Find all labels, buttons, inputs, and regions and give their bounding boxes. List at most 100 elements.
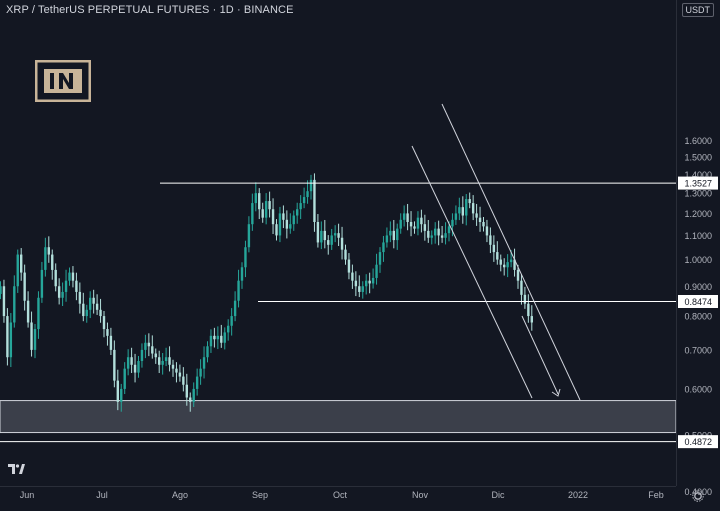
gear-icon[interactable] [692,490,704,502]
candle-body[interactable] [78,291,82,304]
candle-body[interactable] [330,235,333,245]
candle-body[interactable] [120,388,123,402]
candle-body[interactable] [57,286,61,298]
candle-body[interactable] [506,262,509,268]
candle-body[interactable] [351,272,354,281]
candle-body[interactable] [337,233,340,238]
candle-body[interactable] [368,280,371,284]
candle-body[interactable] [516,269,520,281]
price-tag[interactable] [678,295,718,308]
candle-body[interactable] [9,322,13,358]
candle-body[interactable] [333,233,337,236]
candle-body[interactable] [137,360,140,373]
candle-body[interactable] [489,235,492,245]
candle-body[interactable] [220,335,223,343]
candle-body[interactable] [240,267,244,281]
candle-body[interactable] [282,213,285,220]
candle-body[interactable] [454,213,458,220]
candle-body[interactable] [164,357,168,361]
candle-body[interactable] [296,209,299,216]
candle-body[interactable] [289,224,292,229]
candle-body[interactable] [202,357,206,369]
candle-body[interactable] [106,329,109,336]
candle-body[interactable] [306,191,309,198]
candle-body[interactable] [302,197,306,204]
candle-body[interactable] [399,219,402,229]
candle-body[interactable] [227,325,230,333]
candle-body[interactable] [392,230,395,241]
candle-body[interactable] [434,228,437,236]
candle-body[interactable] [492,244,496,253]
candle-body[interactable] [82,303,85,317]
candle-body[interactable] [261,209,264,218]
price-tag[interactable] [678,435,718,449]
candle-body[interactable] [123,368,126,389]
candle-body[interactable] [378,252,382,265]
candle-body[interactable] [447,226,451,234]
candle-body[interactable] [375,264,378,278]
candle-body[interactable] [427,230,430,238]
candle-body[interactable] [365,280,368,287]
candle-body[interactable] [237,280,240,301]
support-zone[interactable] [0,400,677,434]
candle-body[interactable] [216,335,220,340]
candle-body[interactable] [54,269,57,287]
candle-body[interactable] [254,193,257,204]
candle-body[interactable] [264,201,268,218]
candle-body[interactable] [430,235,433,238]
candle-body[interactable] [327,240,330,245]
candle-body[interactable] [496,252,499,260]
candle-body[interactable] [20,254,23,273]
candle-body[interactable] [513,259,516,270]
candle-body[interactable] [213,335,216,340]
candle-body[interactable] [475,213,478,218]
candle-body[interactable] [313,179,316,222]
candle-body[interactable] [144,342,147,350]
candle-body[interactable] [520,280,523,295]
candle-body[interactable] [468,199,471,204]
candle-body[interactable] [154,353,157,358]
currency-badge[interactable]: USDT [681,3,714,17]
candle-body[interactable] [185,384,188,398]
candle-body[interactable] [416,217,420,229]
candle-body[interactable] [440,235,444,238]
candle-body[interactable] [75,280,78,292]
trend-channel-lower[interactable] [411,145,533,399]
candle-body[interactable] [109,335,113,350]
candle-body[interactable] [523,294,527,304]
candle-body[interactable] [158,357,161,365]
candle-body[interactable] [147,342,151,347]
candle-body[interactable] [151,346,154,354]
candle-body[interactable] [382,242,385,253]
candle-body[interactable] [189,397,192,402]
candle-body[interactable] [37,297,40,330]
candle-body[interactable] [251,203,254,225]
candle-body[interactable] [396,228,399,241]
candle-body[interactable] [458,207,461,214]
candle-body[interactable] [420,217,423,225]
price-tag[interactable] [678,176,718,190]
candle-body[interactable] [406,213,409,222]
candle-body[interactable] [444,233,447,238]
candle-body[interactable] [465,199,468,216]
candle-body[interactable] [503,264,506,268]
candle-body[interactable] [161,360,164,365]
candle-body[interactable] [40,269,44,298]
candle-body[interactable] [192,388,195,402]
candle-body[interactable] [68,272,71,281]
candle-body[interactable] [2,286,6,317]
candle-body[interactable] [485,226,489,236]
candle-body[interactable] [344,249,347,260]
candle-body[interactable] [116,380,119,402]
candle-body[interactable] [206,346,209,358]
candle-body[interactable] [6,316,9,358]
candle-body[interactable] [278,213,282,236]
candle-body[interactable] [292,215,295,225]
candle-body[interactable] [30,322,33,350]
candle-body[interactable] [33,329,37,350]
candle-body[interactable] [126,357,130,369]
candle-body[interactable] [361,286,364,292]
candle-body[interactable] [437,228,440,236]
candle-body[interactable] [16,254,19,287]
